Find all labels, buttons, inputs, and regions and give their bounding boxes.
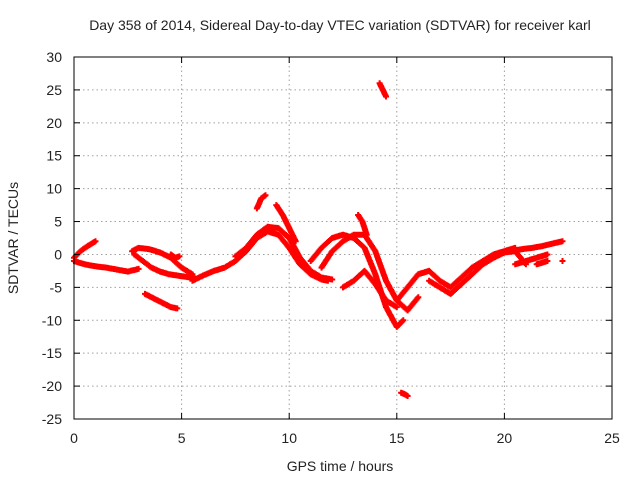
x-tick-label: 15 — [389, 430, 405, 446]
data-point-markers — [189, 228, 331, 284]
data-point-markers — [318, 231, 422, 314]
data-track — [167, 251, 183, 261]
x-tick-label: 5 — [178, 430, 186, 446]
data-point-markers — [71, 258, 142, 275]
data-point-markers — [167, 251, 183, 261]
x-tick-label: 0 — [70, 430, 78, 446]
grid — [74, 57, 612, 419]
data-point-markers — [507, 238, 566, 255]
data-track — [253, 192, 269, 212]
data-track — [71, 258, 142, 275]
data-point-markers — [376, 80, 389, 100]
data-point-markers — [273, 202, 299, 245]
data-track — [318, 231, 422, 314]
data-track — [142, 290, 181, 312]
data-track — [355, 212, 370, 238]
data-point-markers — [340, 267, 400, 311]
data-point-markers — [559, 258, 566, 264]
y-tick-label: 0 — [54, 246, 62, 262]
data-layer — [71, 80, 566, 399]
series-SDTVAR — [71, 80, 566, 399]
data-track — [398, 389, 411, 399]
y-axis-label: SDTVAR / TECUs — [5, 182, 21, 294]
data-track — [512, 251, 551, 268]
data-track — [232, 223, 336, 283]
data-track — [376, 80, 389, 100]
y-tick-label: -15 — [42, 345, 62, 361]
data-point-markers — [512, 251, 551, 268]
data-track — [189, 228, 331, 284]
data-point-markers — [355, 212, 370, 238]
x-tick-label: 25 — [604, 430, 620, 446]
data-point-markers — [142, 290, 181, 312]
data-point-markers — [232, 223, 336, 283]
y-tick-label: 10 — [46, 181, 62, 197]
y-tick-label: 5 — [54, 214, 62, 230]
data-point-markers — [426, 248, 529, 297]
data-track — [340, 267, 400, 311]
data-point-markers — [398, 389, 411, 399]
y-tick-label: 20 — [46, 115, 62, 131]
data-point-markers — [533, 258, 551, 268]
y-tick-label: 30 — [46, 49, 62, 65]
data-point-markers — [71, 238, 99, 261]
y-tick-label: -20 — [42, 378, 62, 394]
data-track — [71, 238, 99, 261]
axis-ticks: 0 5 10 15 20 25 -25 -20 -15 -10 -5 0 5 10 15 20 25 30 — [42, 49, 620, 446]
data-track — [559, 258, 566, 264]
data-point-markers — [253, 192, 269, 212]
data-point-markers — [131, 251, 198, 282]
x-tick-label: 10 — [281, 430, 297, 446]
y-tick-label: -5 — [50, 279, 63, 295]
data-track — [273, 202, 299, 245]
y-tick-label: 15 — [46, 148, 62, 164]
data-track — [131, 251, 198, 282]
y-tick-label: 25 — [46, 82, 62, 98]
x-tick-label: 20 — [497, 430, 513, 446]
plot-frame — [73, 56, 613, 420]
chart-title: Day 358 of 2014, Sidereal Day-to-day VTE… — [89, 17, 591, 33]
data-track — [426, 248, 529, 297]
x-axis-label: GPS time / hours — [287, 458, 394, 474]
y-tick-label: -25 — [42, 411, 62, 427]
data-track — [533, 258, 551, 268]
y-tick-label: -10 — [42, 312, 62, 328]
data-track — [507, 238, 566, 255]
